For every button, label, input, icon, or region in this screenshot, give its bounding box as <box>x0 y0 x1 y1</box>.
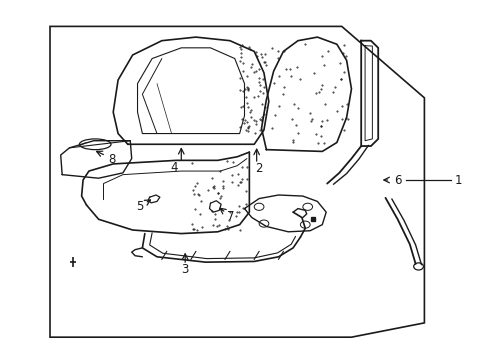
Text: 6: 6 <box>393 174 401 186</box>
Text: 5: 5 <box>136 200 143 213</box>
Text: 7: 7 <box>226 210 234 223</box>
Text: 8: 8 <box>108 153 116 166</box>
Text: 4: 4 <box>170 161 177 174</box>
Text: 3: 3 <box>181 263 188 276</box>
Text: 1: 1 <box>454 174 461 186</box>
Text: 2: 2 <box>255 162 262 175</box>
